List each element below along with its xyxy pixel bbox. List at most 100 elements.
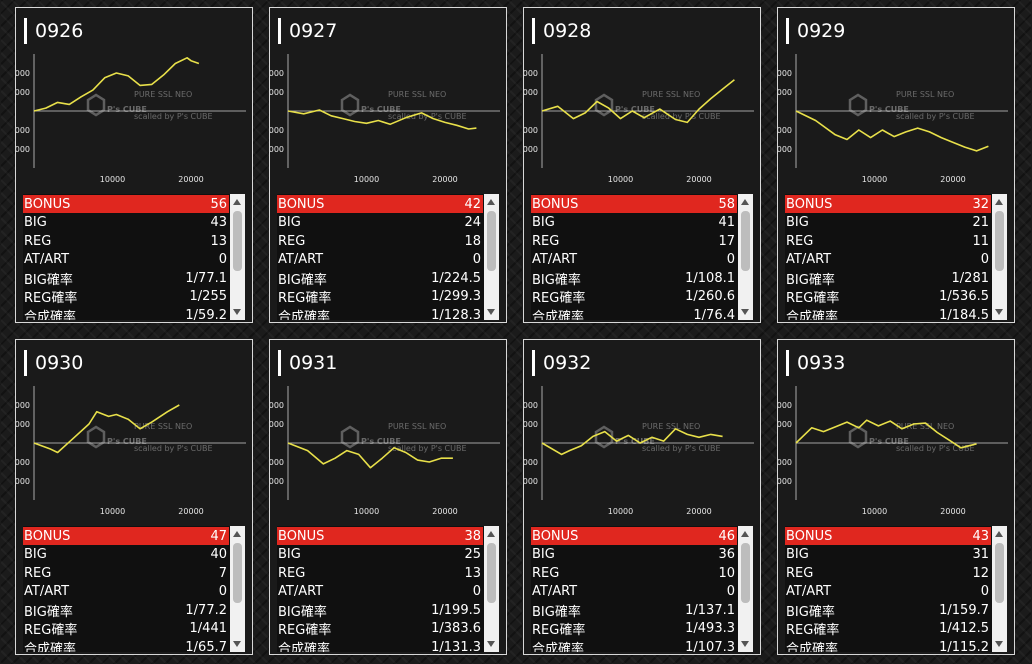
stat-row: REG確率 1/260.6 bbox=[531, 288, 737, 306]
watermark-brand: P's CUBE bbox=[869, 437, 909, 446]
stat-value: 1/255 bbox=[189, 289, 227, 304]
stats-table[interactable]: BONUS 42 BIG 24 REG 18 AT/ART 0 BIG確率 1/224.5 REG確… bbox=[277, 194, 499, 320]
scroll-up-arrow-icon[interactable] bbox=[233, 199, 241, 205]
scroll-down-arrow-icon[interactable] bbox=[233, 309, 241, 315]
stat-value: 42 bbox=[464, 196, 481, 212]
stat-label: BONUS bbox=[278, 528, 325, 544]
scroll-up-arrow-icon[interactable] bbox=[487, 199, 495, 205]
stat-value: 0 bbox=[980, 252, 989, 267]
stat-row: REG確率 1/412.5 bbox=[785, 620, 991, 638]
stat-value: 1/281 bbox=[951, 270, 989, 286]
scrollbar[interactable] bbox=[484, 194, 499, 320]
y-tick-label: -2000 bbox=[270, 126, 284, 135]
stat-row: REG 17 bbox=[531, 232, 737, 250]
stat-label: BIG確率 bbox=[24, 604, 73, 620]
machine-card[interactable]: 0931 4000 2000 -2000 -4000 10000 20000 P's CUBE… bbox=[269, 339, 507, 655]
stat-label: REG bbox=[532, 565, 560, 581]
stat-value: 46 bbox=[718, 528, 735, 544]
scroll-thumb[interactable] bbox=[487, 543, 496, 603]
scrollbar[interactable] bbox=[738, 194, 753, 320]
y-tick-label: 4000 bbox=[778, 401, 792, 410]
scroll-thumb[interactable] bbox=[995, 211, 1004, 271]
watermark-small-bottom: scalled by P's CUBE bbox=[896, 112, 975, 121]
machine-card[interactable]: 0930 4000 2000 -2000 -4000 10000 20000 P's CUBE… bbox=[15, 339, 253, 655]
stat-value: 1/536.5 bbox=[939, 289, 989, 304]
stat-row: BIG 40 bbox=[23, 546, 229, 564]
stat-value: 0 bbox=[726, 252, 735, 267]
scroll-thumb[interactable] bbox=[487, 211, 496, 271]
scroll-down-arrow-icon[interactable] bbox=[487, 641, 495, 647]
stats-table[interactable]: BONUS 46 BIG 36 REG 10 AT/ART 0 BIG確率 1/137.1 REG確… bbox=[531, 526, 753, 652]
stat-label: BIG確率 bbox=[786, 604, 835, 620]
stats-table[interactable]: BONUS 32 BIG 21 REG 11 AT/ART 0 BIG確率 1/281 REG確率 1… bbox=[785, 194, 1007, 320]
stat-value: 58 bbox=[718, 196, 735, 212]
stats-table[interactable]: BONUS 38 BIG 25 REG 13 AT/ART 0 BIG確率 1/199.5 REG確… bbox=[277, 526, 499, 652]
stat-label: BONUS bbox=[278, 196, 325, 212]
stats-table[interactable]: BONUS 56 BIG 43 REG 13 AT/ART 0 BIG確率 1/77.1 REG確率… bbox=[23, 194, 245, 320]
scrollbar[interactable] bbox=[738, 526, 753, 652]
stat-row: BIG 41 bbox=[531, 214, 737, 232]
stat-label: BONUS bbox=[24, 196, 71, 212]
bonus-row: BONUS 42 bbox=[277, 195, 483, 213]
x-tick-label: 20000 bbox=[686, 175, 711, 184]
stat-value: 1/131.3 bbox=[431, 639, 481, 653]
stat-row: 合成確率 1/184.5 bbox=[785, 306, 991, 321]
scrollbar[interactable] bbox=[230, 194, 245, 320]
machine-card[interactable]: 0926 4000 2000 -2000 -4000 10000 20000 P's CUBE… bbox=[15, 7, 253, 323]
y-tick-label: -2000 bbox=[524, 458, 538, 467]
machine-card[interactable]: 0932 4000 2000 -2000 -4000 10000 20000 P's CUBE… bbox=[523, 339, 761, 655]
watermark-small-bottom: scalled by P's CUBE bbox=[896, 444, 975, 453]
machine-card[interactable]: 0927 4000 2000 -2000 -4000 10000 20000 P's CUBE… bbox=[269, 7, 507, 323]
y-tick-label: -2000 bbox=[778, 126, 792, 135]
scroll-down-arrow-icon[interactable] bbox=[233, 641, 241, 647]
stat-label: AT/ART bbox=[24, 584, 70, 599]
bonus-row: BONUS 46 bbox=[531, 527, 737, 545]
scroll-up-arrow-icon[interactable] bbox=[741, 199, 749, 205]
stat-row: BIG確率 1/77.1 bbox=[23, 269, 229, 288]
scrollbar[interactable] bbox=[992, 194, 1007, 320]
watermark-brand: P's CUBE bbox=[107, 105, 147, 114]
scroll-down-arrow-icon[interactable] bbox=[995, 309, 1003, 315]
stat-row: REG確率 1/299.3 bbox=[277, 288, 483, 306]
stat-label: BIG bbox=[24, 547, 47, 562]
scroll-thumb[interactable] bbox=[233, 211, 242, 271]
stat-value: 1/260.6 bbox=[685, 289, 735, 304]
scroll-up-arrow-icon[interactable] bbox=[741, 531, 749, 537]
stats-table[interactable]: BONUS 43 BIG 31 REG 12 AT/ART 0 BIG確率 1/159.7 REG確… bbox=[785, 526, 1007, 652]
scroll-up-arrow-icon[interactable] bbox=[487, 531, 495, 537]
slump-line bbox=[287, 442, 453, 469]
x-tick-label: 10000 bbox=[862, 507, 887, 516]
scroll-up-arrow-icon[interactable] bbox=[995, 531, 1003, 537]
scrollbar[interactable] bbox=[992, 526, 1007, 652]
watermark-small-top: PURE SSL NEO bbox=[388, 90, 446, 99]
stat-label: BIG bbox=[786, 547, 809, 562]
machine-card[interactable]: 0933 4000 2000 -2000 -4000 10000 20000 P's CUBE… bbox=[777, 339, 1015, 655]
scroll-up-arrow-icon[interactable] bbox=[995, 199, 1003, 205]
machine-card[interactable]: 0928 4000 2000 -2000 -4000 10000 20000 P's CUBE… bbox=[523, 7, 761, 323]
scroll-down-arrow-icon[interactable] bbox=[995, 641, 1003, 647]
stat-label: REG確率 bbox=[786, 291, 840, 306]
stat-value: 11 bbox=[972, 233, 989, 249]
scroll-down-arrow-icon[interactable] bbox=[487, 309, 495, 315]
y-tick-label: 2000 bbox=[524, 88, 538, 97]
scroll-up-arrow-icon[interactable] bbox=[233, 531, 241, 537]
stats-table[interactable]: BONUS 47 BIG 40 REG 7 AT/ART 0 BIG確率 1/77.2 REG確率 1… bbox=[23, 526, 245, 652]
stat-label: BIG確率 bbox=[532, 604, 581, 620]
y-tick-label: 4000 bbox=[778, 69, 792, 78]
stat-label: REG確率 bbox=[24, 623, 78, 638]
stats-table[interactable]: BONUS 58 BIG 41 REG 17 AT/ART 0 BIG確率 1/108.1 REG確… bbox=[531, 194, 753, 320]
machine-card[interactable]: 0929 4000 2000 -2000 -4000 10000 20000 P's CUBE… bbox=[777, 7, 1015, 323]
scrollbar[interactable] bbox=[230, 526, 245, 652]
stat-label: AT/ART bbox=[786, 252, 832, 267]
stat-label: BONUS bbox=[786, 528, 833, 544]
scroll-thumb[interactable] bbox=[741, 211, 750, 271]
stat-row: BIG確率 1/281 bbox=[785, 269, 991, 288]
stat-row: REG 18 bbox=[277, 232, 483, 250]
scroll-thumb[interactable] bbox=[995, 543, 1004, 603]
scroll-thumb[interactable] bbox=[233, 543, 242, 603]
slump-line bbox=[541, 427, 723, 456]
scroll-thumb[interactable] bbox=[741, 543, 750, 603]
scrollbar[interactable] bbox=[484, 526, 499, 652]
scroll-down-arrow-icon[interactable] bbox=[741, 641, 749, 647]
scroll-down-arrow-icon[interactable] bbox=[741, 309, 749, 315]
